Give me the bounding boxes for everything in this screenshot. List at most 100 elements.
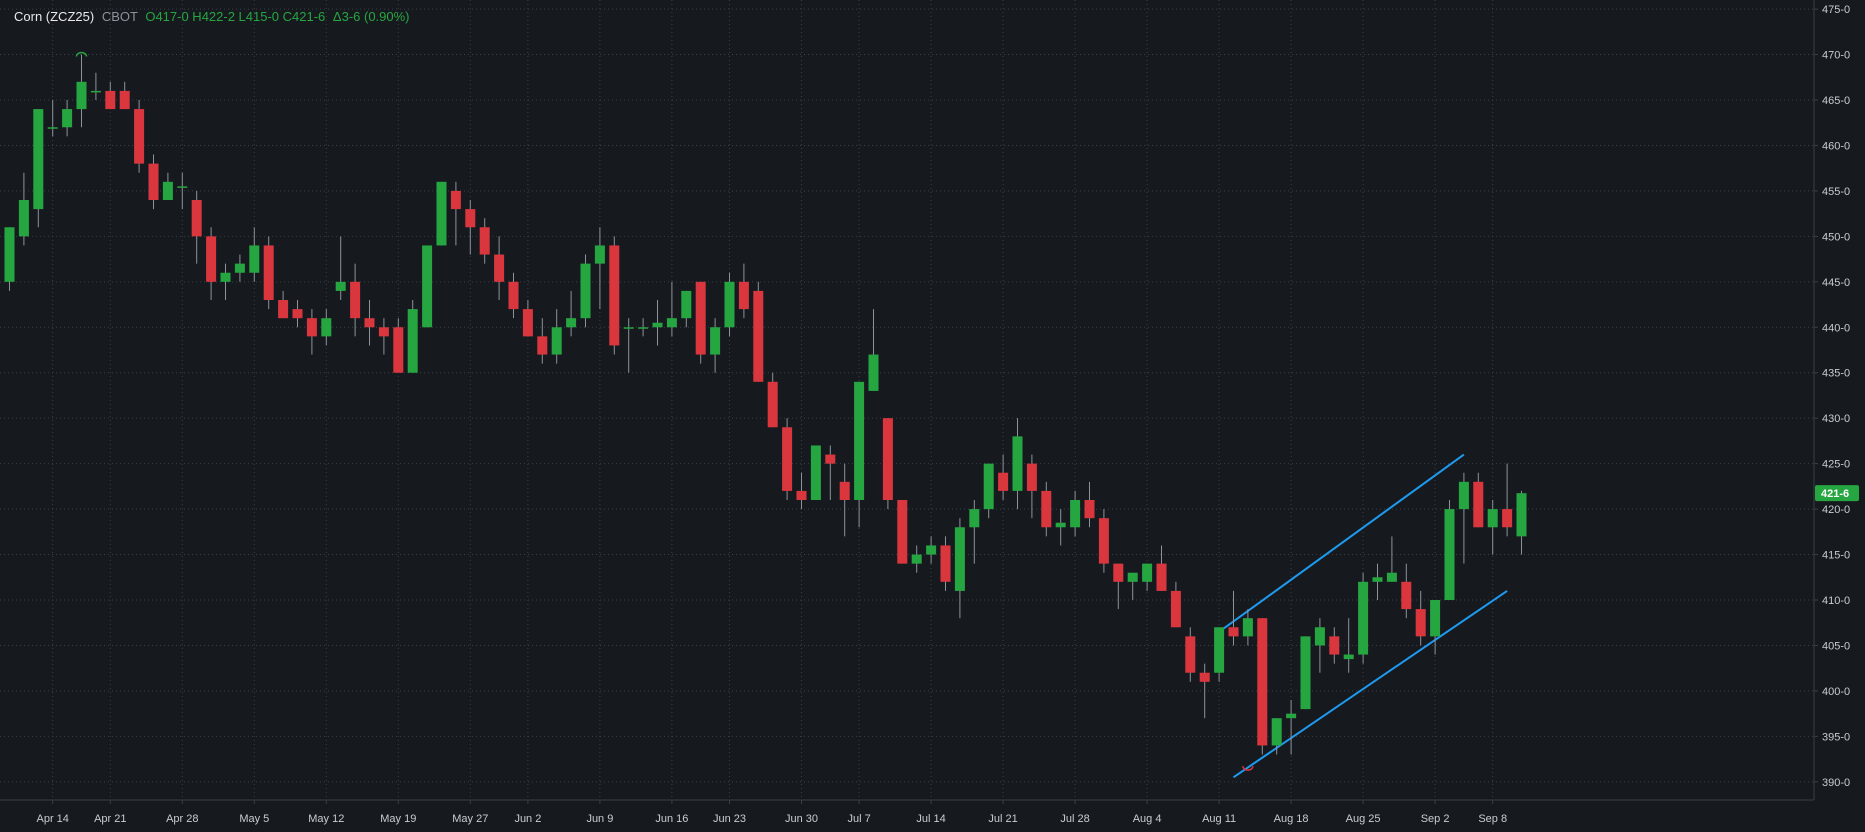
price-tick-label: 460-0 — [1822, 140, 1850, 152]
candle-body-up — [1386, 572, 1397, 582]
candle-body-down — [134, 109, 145, 164]
low-marker — [1242, 766, 1254, 771]
candle-body-up — [1242, 618, 1253, 637]
candle-body-up — [954, 527, 965, 591]
candle-body-down — [753, 290, 764, 382]
candle-body-up — [33, 109, 44, 210]
candle-body-up — [321, 318, 332, 337]
date-tick-label: Sep 8 — [1478, 813, 1507, 825]
date-tick-label: Apr 28 — [166, 813, 198, 825]
candle-body-up — [1012, 436, 1023, 491]
price-tick-label: 405-0 — [1822, 640, 1850, 652]
candle-body-down — [1329, 636, 1340, 655]
candle-body-up — [220, 272, 231, 282]
date-tick-label: Apr 14 — [36, 813, 68, 825]
price-tick-label: 435-0 — [1822, 368, 1850, 380]
candle-body-down — [263, 245, 274, 300]
candle-body-up — [62, 109, 73, 128]
candle-body-up — [76, 81, 87, 110]
candle-body-up — [969, 509, 980, 528]
candle-body-up — [652, 322, 663, 328]
candle-body-down — [1041, 490, 1052, 528]
candle-body-down — [1199, 672, 1210, 682]
candle-body-up — [623, 327, 634, 329]
candle-body-up — [47, 127, 58, 129]
date-tick-label: Jun 16 — [655, 813, 688, 825]
candle-body-down — [695, 281, 706, 355]
price-change: Δ3-6 (0.90%) — [332, 9, 410, 24]
candle-body-up — [911, 554, 922, 564]
candle-body-down — [1026, 463, 1037, 491]
date-tick-label: May 19 — [380, 813, 416, 825]
candle-body-up — [1314, 627, 1325, 646]
price-tick-label: 465-0 — [1822, 95, 1850, 107]
candle-body-up — [854, 381, 865, 500]
candle-body-down — [119, 90, 130, 110]
candle-body-up — [422, 245, 433, 328]
candle-body-down — [1156, 563, 1167, 591]
last-price-badge — [1815, 485, 1859, 502]
last-price-label: 421-6 — [1821, 488, 1849, 500]
candle-body-down — [609, 245, 620, 346]
candle-body-down — [191, 200, 202, 237]
candle-body-up — [1458, 481, 1469, 510]
price-tick-label: 395-0 — [1822, 731, 1850, 743]
candle-body-down — [1185, 636, 1196, 673]
trendlines[interactable] — [1218, 453, 1508, 779]
candle-body-up — [1271, 718, 1282, 746]
candle-body-down — [940, 545, 951, 582]
candle-body-down — [508, 281, 519, 310]
date-tick-label: Apr 21 — [94, 813, 126, 825]
candle-body-up — [1372, 577, 1383, 582]
date-tick-label: Jun 9 — [586, 813, 613, 825]
candle-body-down — [450, 190, 461, 210]
date-tick-label: May 27 — [452, 813, 488, 825]
date-tick-label: Jul 28 — [1060, 813, 1089, 825]
date-tick-label: Aug 4 — [1133, 813, 1162, 825]
candles — [4, 54, 1527, 755]
date-tick-label: Aug 18 — [1274, 813, 1309, 825]
candle-body-up — [810, 445, 821, 500]
high-low-markers — [75, 51, 1254, 771]
price-tick-label: 410-0 — [1822, 595, 1850, 607]
candle-body-up — [1430, 600, 1441, 637]
price-tick-label: 430-0 — [1822, 413, 1850, 425]
candle-body-up — [177, 186, 188, 188]
candle-body-down — [1502, 509, 1513, 528]
candle-body-down — [148, 163, 159, 200]
date-tick-label: Aug 11 — [1202, 813, 1236, 825]
candle-body-up — [90, 90, 101, 93]
candle-body-up — [666, 318, 677, 328]
candle-body-down — [306, 318, 317, 337]
price-tick-label: 425-0 — [1822, 459, 1850, 471]
candle-body-down — [1084, 500, 1095, 519]
candle-body-down — [782, 427, 793, 491]
candle-body-down — [796, 490, 807, 500]
candle-body-down — [1401, 581, 1412, 610]
candle-body-down — [522, 309, 533, 337]
date-tick-label: Jun 23 — [713, 813, 746, 825]
candle-body-up — [407, 309, 418, 373]
price-tick-label: 440-0 — [1822, 322, 1850, 334]
candle-body-up — [1358, 581, 1369, 655]
candle-body-down — [1098, 518, 1109, 564]
candle-body-down — [882, 418, 893, 500]
candle-body-up — [983, 463, 994, 510]
date-tick-label: Jul 21 — [988, 813, 1017, 825]
candle-body-up — [594, 245, 605, 264]
symbol-name[interactable]: Corn (ZCZ25) — [14, 9, 95, 24]
time-axis[interactable]: Apr 14 Apr 21 Apr 28 May 5 May 12 May 19 May 2… — [36, 800, 1507, 825]
trendline — [1218, 453, 1465, 633]
candle-body-down — [105, 90, 116, 110]
date-tick-label: Jun 30 — [785, 813, 818, 825]
candle-body-up — [566, 318, 577, 328]
candle-body-up — [638, 327, 649, 329]
date-tick-label: Jul 14 — [916, 813, 945, 825]
candle-body-down — [364, 318, 375, 328]
price-axis[interactable]: 390-0 395-0 400-0 405-0 410-0 415-0 420-0 425-0… — [1814, 4, 1850, 789]
candle-body-up — [580, 263, 591, 319]
candle-body-up — [1055, 522, 1066, 528]
candle-body-down — [825, 454, 836, 464]
